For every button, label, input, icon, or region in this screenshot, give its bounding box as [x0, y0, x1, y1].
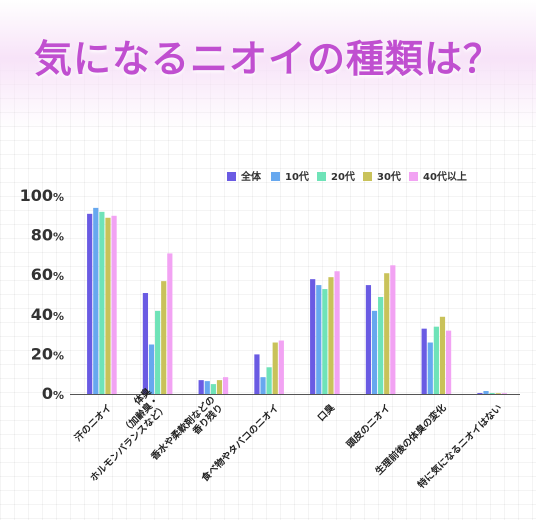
legend-swatch [271, 172, 280, 181]
bar [501, 393, 507, 394]
y-tick-label: 40% [31, 305, 64, 324]
bar [222, 377, 229, 394]
y-tick-value: 20 [31, 344, 53, 363]
bar [204, 381, 210, 394]
bar [142, 293, 149, 394]
y-tick-unit: % [53, 310, 64, 323]
bar [439, 316, 446, 394]
bar [489, 393, 495, 394]
bar [483, 391, 489, 394]
bar [427, 342, 433, 394]
bar [378, 296, 384, 394]
legend-label: 30代 [377, 170, 401, 183]
bar [148, 344, 155, 394]
bar [322, 289, 328, 394]
legend-swatch [227, 172, 236, 181]
bar [161, 281, 167, 394]
y-tick-value: 40 [31, 305, 53, 324]
y-tick-unit: % [53, 191, 64, 204]
y-tick-label: 100% [20, 186, 64, 205]
bar [365, 285, 372, 394]
legend-swatch [409, 172, 418, 181]
bar [272, 342, 278, 394]
legend-label: 40代以上 [423, 170, 467, 183]
bar [254, 354, 260, 394]
legend-item: 30代 [363, 170, 401, 183]
legend-item: 20代 [317, 170, 355, 183]
bars [87, 207, 507, 394]
bar [198, 380, 204, 394]
bar [87, 213, 93, 394]
legend-label: 全体 [240, 170, 262, 183]
bar [433, 326, 439, 394]
y-tick-value: 100 [20, 186, 53, 205]
bar [167, 253, 173, 394]
bar [99, 211, 105, 394]
bar [210, 384, 216, 394]
chart-title: 気になるニオイの種類は？ [33, 37, 502, 81]
legend-swatch [363, 172, 372, 181]
bar [105, 217, 111, 394]
legend-label: 10代 [285, 170, 309, 183]
y-tick-unit: % [53, 270, 64, 283]
bar [111, 215, 117, 394]
x-axis: 汗のニオイ体臭（加齢臭・ホルモンバランスなど）香水や柔軟剤などの香り残り食べ物や… [70, 385, 520, 491]
bar [384, 273, 390, 394]
bar [316, 285, 322, 394]
bar [371, 310, 378, 394]
bar [278, 340, 284, 394]
legend-item: 全体 [227, 170, 262, 183]
bar [260, 377, 266, 394]
legend: 全体 10代 20代 30代 40代以上 [227, 170, 467, 183]
bar [477, 393, 483, 394]
legend-item: 10代 [271, 170, 309, 183]
header-band [0, 0, 536, 130]
bar [310, 279, 316, 394]
bar [216, 380, 223, 394]
x-category-label: 口臭 [315, 401, 337, 423]
x-tick-label: 口臭 [315, 401, 337, 423]
y-tick-label: 60% [31, 265, 64, 284]
y-tick-label: 20% [31, 344, 64, 363]
bar [328, 277, 334, 394]
y-tick-unit: % [53, 349, 64, 362]
y-tick-unit: % [53, 389, 64, 402]
legend-item: 40代以上 [409, 170, 467, 183]
y-tick-value: 0 [42, 384, 53, 403]
x-category-label: 頭皮のニオイ [344, 402, 393, 451]
legend-label: 20代 [331, 170, 355, 183]
y-tick-value: 80 [31, 226, 53, 245]
y-tick-label: 80% [31, 226, 64, 245]
x-tick-label: 頭皮のニオイ [344, 402, 393, 451]
bar [334, 271, 340, 394]
bar [266, 367, 272, 394]
bar [421, 328, 427, 394]
bar [390, 265, 396, 394]
legend-swatch [317, 172, 326, 181]
y-tick-label: 0% [42, 384, 64, 403]
bar [445, 330, 452, 394]
bar [155, 310, 161, 394]
bar [495, 393, 501, 394]
bar [93, 207, 99, 394]
y-tick-value: 60 [31, 265, 53, 284]
y-tick-unit: % [53, 231, 64, 244]
x-tick-label: 汗のニオイ [72, 402, 114, 444]
y-axis: 0%20%40%60%80%100% [20, 186, 64, 403]
x-category-label: 汗のニオイ [72, 402, 114, 444]
